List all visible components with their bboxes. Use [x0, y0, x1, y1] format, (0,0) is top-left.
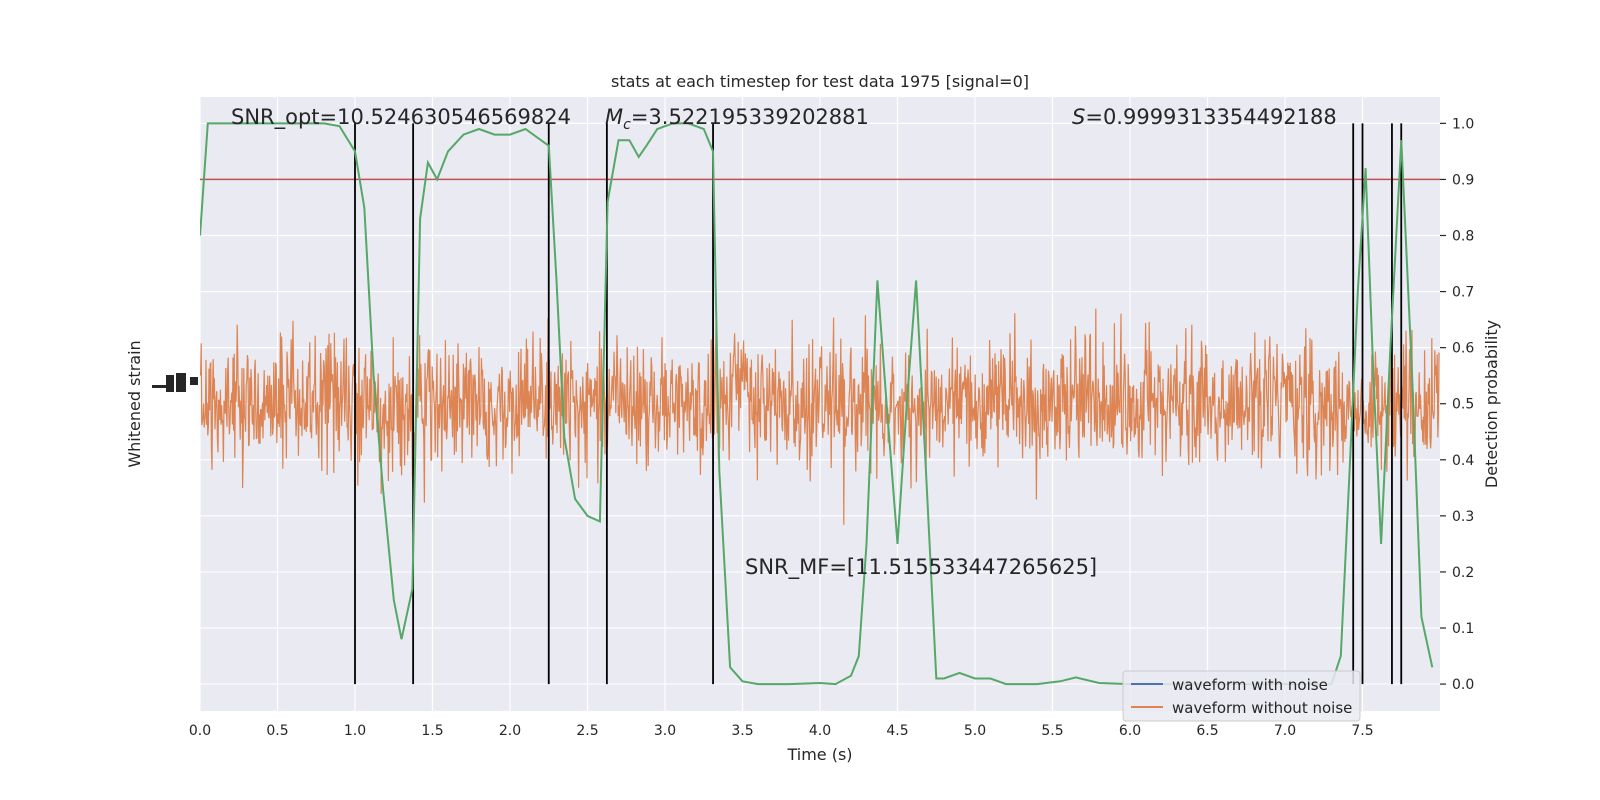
y-right-axis-label: Detection probability	[1482, 320, 1501, 488]
s-symbol: S	[1072, 105, 1085, 129]
y-tick-label: 0.9	[1452, 172, 1474, 188]
legend-label-with-noise: waveform with noise	[1172, 676, 1328, 694]
legend: waveform with noise waveform without noi…	[1122, 670, 1361, 722]
chirp-mass-value: =3.522195339202881	[631, 105, 869, 129]
annotation-snr-mf: SNR_MF=[11.515533447265625]	[745, 555, 1097, 580]
left-axis-collapsed-ticks	[152, 373, 198, 392]
y-left-axis-label: Whitened strain	[125, 340, 144, 467]
x-tick-label: 5.0	[964, 723, 986, 739]
annotation-snr-opt: SNR_opt=10.524630546569824	[231, 105, 571, 130]
y-tick-label: 0.4	[1452, 453, 1474, 469]
legend-label-without-noise: waveform without noise	[1172, 699, 1352, 717]
x-tick-label: 7.0	[1274, 723, 1296, 739]
x-tick-label: 7.5	[1351, 723, 1373, 739]
y-tick-label: 0.0	[1452, 677, 1474, 693]
y-tick-label: 0.7	[1452, 285, 1474, 301]
y-tick-label: 0.2	[1452, 565, 1474, 581]
x-tick-label: 3.0	[654, 723, 676, 739]
y-tick-label: 0.1	[1452, 621, 1474, 637]
x-tick-label: 0.5	[266, 723, 288, 739]
x-tick-label: 2.5	[576, 723, 598, 739]
x-tick-label: 6.0	[1119, 723, 1141, 739]
y-tick-label: 0.3	[1452, 509, 1474, 525]
y-tick-label: 0.5	[1452, 397, 1474, 413]
y-tick-label: 0.6	[1452, 341, 1474, 357]
x-tick-label: 2.0	[499, 723, 521, 739]
x-tick-label: 6.5	[1196, 723, 1218, 739]
waveform-without-noise-trace	[200, 308, 1440, 525]
y-tick-label: 0.8	[1452, 229, 1474, 245]
x-tick-label: 1.0	[344, 723, 366, 739]
x-tick-label: 1.5	[421, 723, 443, 739]
annotation-s: S=0.9999313354492188	[1072, 105, 1337, 129]
annotation-chirp-mass: Mc=3.522195339202881	[605, 105, 869, 133]
legend-box	[1122, 670, 1361, 722]
s-value: =0.9999313354492188	[1085, 105, 1336, 129]
x-axis-ticks: 0.0 0.5 1.0 1.5 2.0 2.5 3.0 3.5 4.0 4.5 5.0 5.5 6.0 6…	[189, 723, 1374, 739]
x-tick-label: 5.5	[1041, 723, 1063, 739]
x-tick-label: 4.5	[886, 723, 908, 739]
x-tick-label: 4.0	[809, 723, 831, 739]
y-right-axis-ticks: 0.0 0.1 0.2 0.3 0.4 0.5 0.6 0.7 0.8 0.9 1.0	[1440, 116, 1474, 693]
chirp-mass-symbol: M	[605, 105, 623, 129]
x-tick-label: 0.0	[189, 723, 211, 739]
waveform-without-noise-line	[200, 308, 1440, 525]
chirp-mass-subscript: c	[623, 117, 631, 133]
chart-title: stats at each timestep for test data 197…	[611, 72, 1029, 91]
x-tick-label: 3.5	[731, 723, 753, 739]
y-tick-label: 1.0	[1452, 116, 1474, 132]
x-axis-label: Time (s)	[786, 745, 852, 764]
